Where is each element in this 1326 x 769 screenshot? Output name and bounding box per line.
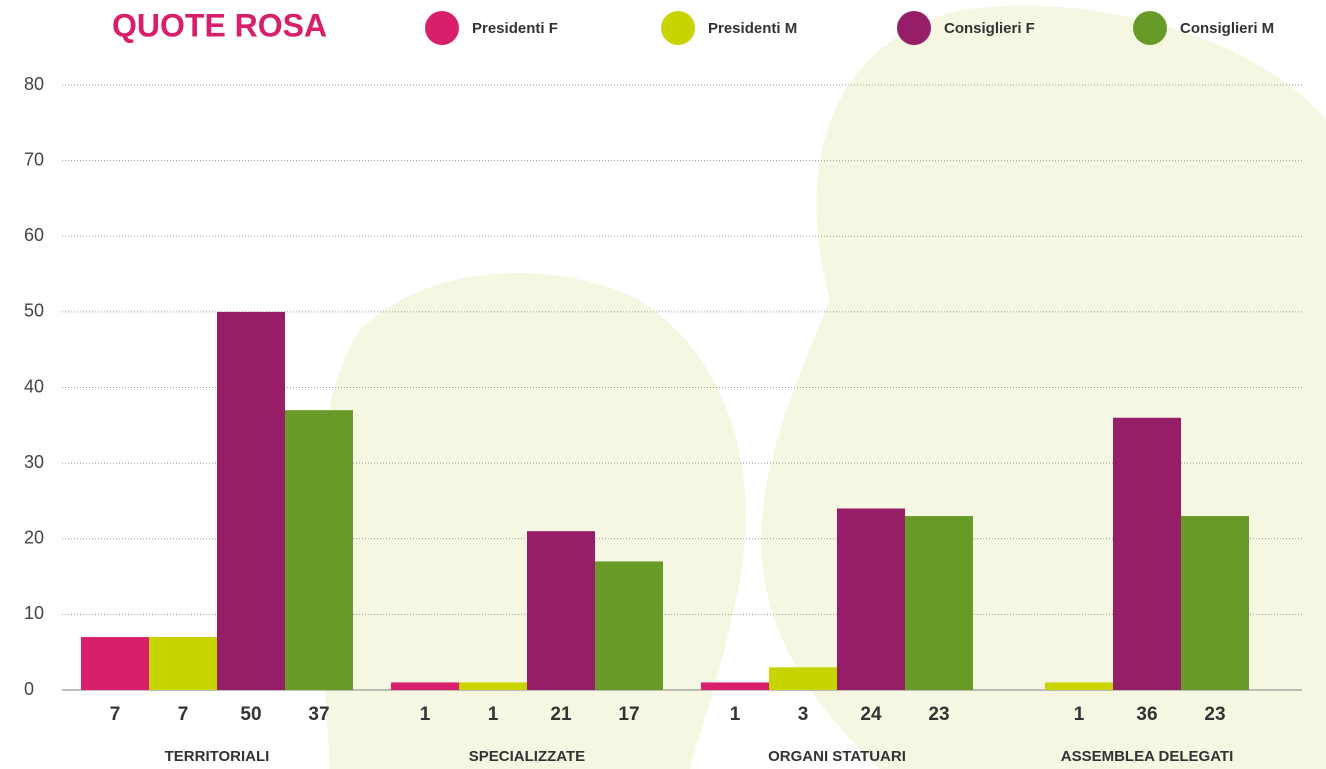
legend-marker: [661, 11, 695, 45]
value-label: 23: [928, 704, 949, 725]
bar: [1045, 682, 1113, 690]
y-tick-label: 40: [24, 376, 44, 396]
y-tick-label: 50: [24, 301, 44, 321]
value-label: 1: [730, 704, 741, 725]
chart-title: QUOTE ROSA: [112, 7, 327, 43]
bar: [1181, 516, 1249, 690]
value-label: 21: [550, 704, 572, 725]
category-label: TERRITORIALI: [165, 748, 270, 765]
y-tick-label: 60: [24, 225, 44, 245]
bar: [769, 667, 837, 690]
bar: [595, 561, 663, 690]
bar: [905, 516, 973, 690]
y-tick-label: 30: [24, 452, 44, 472]
y-tick-label: 70: [24, 149, 44, 169]
bar: [837, 508, 905, 690]
legend-marker: [1133, 11, 1167, 45]
bar: [459, 682, 527, 690]
bar: [1113, 417, 1181, 690]
y-tick-label: 80: [24, 74, 44, 94]
value-label: 3: [798, 704, 809, 725]
value-label: 24: [860, 704, 882, 725]
value-label: 7: [178, 704, 189, 725]
category-label: SPECIALIZZATE: [469, 748, 585, 765]
y-tick-label: 20: [24, 528, 44, 548]
y-tick-label: 10: [24, 603, 44, 623]
category-label: ORGANI STATUARI: [768, 748, 906, 765]
legend-label: Presidenti F: [472, 20, 558, 37]
value-label: 1: [488, 704, 499, 725]
value-label: 23: [1204, 704, 1225, 725]
value-label: 7: [110, 704, 121, 725]
bar: [391, 682, 459, 690]
legend-marker: [897, 11, 931, 45]
value-label: 1: [1074, 704, 1085, 725]
bar: [527, 531, 595, 690]
legend-label: Presidenti M: [708, 20, 797, 37]
legend-label: Consiglieri M: [1180, 20, 1274, 37]
value-label: 36: [1136, 704, 1157, 725]
bar: [149, 637, 217, 690]
value-label: 37: [308, 704, 329, 725]
bar: [285, 410, 353, 690]
legend-label: Consiglieri F: [944, 20, 1035, 37]
bar: [217, 311, 285, 690]
bar: [701, 682, 769, 690]
value-label: 17: [618, 704, 639, 725]
value-label: 50: [240, 704, 261, 725]
y-tick-label: 0: [24, 679, 34, 699]
value-label: 1: [420, 704, 431, 725]
legend-marker: [425, 11, 459, 45]
bar: [81, 637, 149, 690]
category-label: ASSEMBLEA DELEGATI: [1061, 748, 1234, 765]
